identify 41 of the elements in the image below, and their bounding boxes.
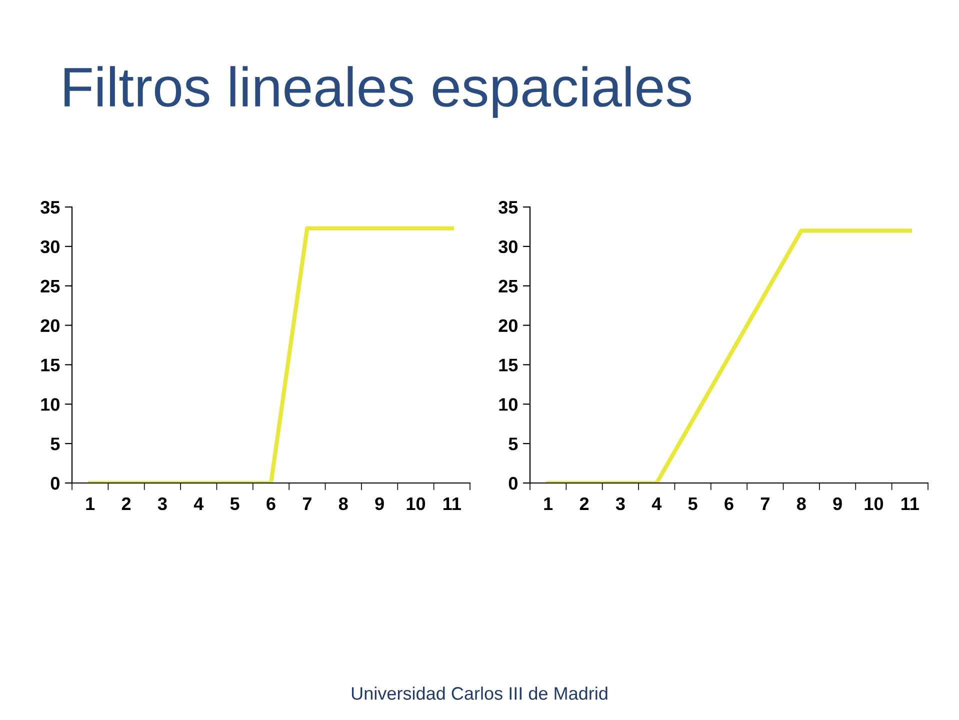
y-tick-label: 5 (50, 438, 60, 450)
x-tick-label: 9 (375, 497, 384, 510)
y-tick-label: 35 (498, 200, 518, 214)
y-tick-label: 25 (498, 280, 518, 293)
x-tick-label: 11 (902, 498, 919, 510)
y-tick-label: 30 (40, 240, 60, 254)
x-tick-label: 11 (444, 498, 461, 510)
y-tick-label: 0 (50, 476, 60, 490)
y-tick-label: 10 (41, 398, 60, 411)
x-tick-label: 10 (864, 497, 884, 510)
y-tick-label: 35 (40, 200, 60, 214)
text: Universidad Carlos III de Madrid (352, 686, 608, 700)
x-tick-label: 1 (86, 498, 95, 510)
x-tick-label: 8 (796, 497, 806, 510)
x-tick-label: 2 (122, 497, 131, 510)
x-tick-label: 4 (652, 498, 662, 510)
x-tick-label: 5 (688, 498, 698, 510)
x-tick-label: 3 (616, 497, 625, 510)
x-tick-label: 9 (833, 497, 842, 510)
y-tick-label: 20 (498, 319, 518, 332)
x-tick-label: 7 (302, 498, 312, 510)
y-tick-label: 25 (40, 280, 60, 293)
y-tick-label: 30 (498, 240, 518, 254)
x-tick-label: 6 (266, 497, 276, 510)
x-tick-label: 1 (544, 498, 553, 510)
y-tick-label: 20 (40, 319, 60, 332)
x-tick-label: 8 (338, 497, 348, 510)
y-tick-label: 15 (499, 358, 518, 372)
x-tick-label: 7 (760, 498, 770, 510)
x-tick-label: 3 (158, 497, 167, 510)
y-tick-label: 0 (508, 476, 518, 490)
y-tick-label: 15 (41, 358, 60, 372)
x-tick-label: 5 (230, 498, 240, 510)
line-series (546, 228, 912, 483)
x-tick-label: 4 (194, 498, 204, 510)
chart-title: Filtros lineales espaciales (64, 66, 691, 118)
x-tick-label: 10 (406, 497, 426, 510)
y-tick-label: 5 (508, 438, 518, 450)
y-tick-label: 10 (499, 398, 518, 411)
x-tick-label: 6 (724, 497, 734, 510)
x-tick-label: 2 (580, 497, 589, 510)
